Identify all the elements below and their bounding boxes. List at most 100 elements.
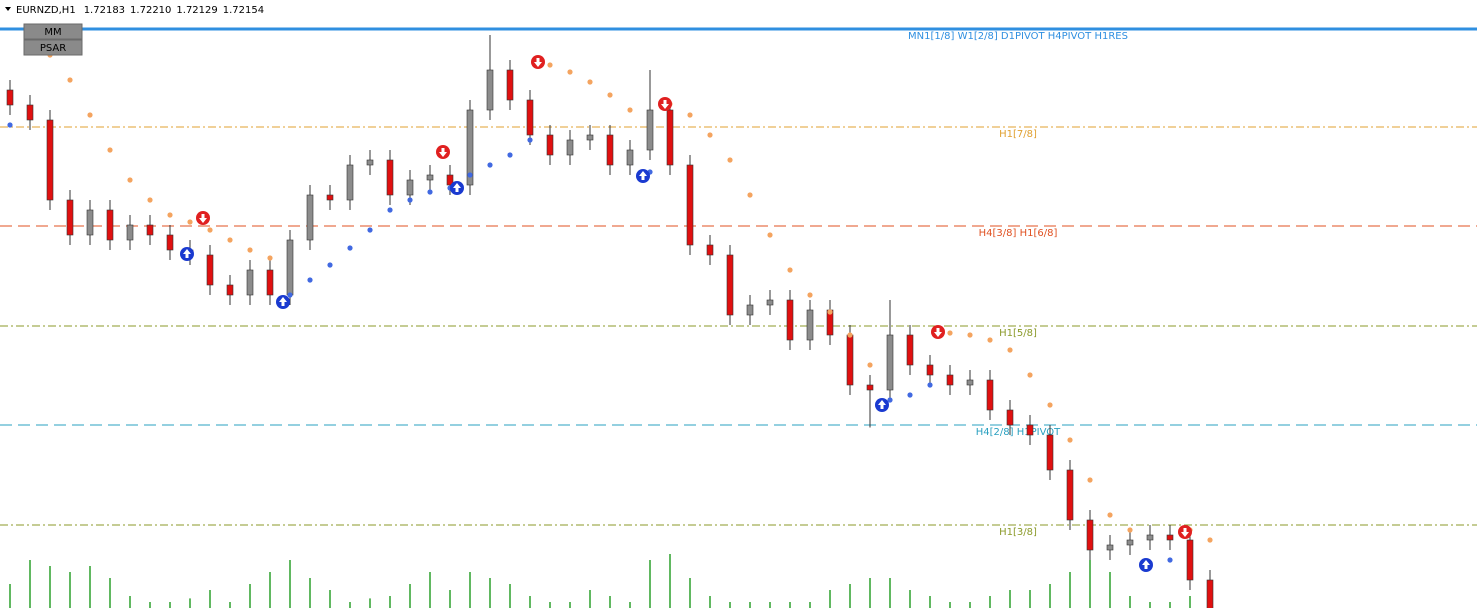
candle-body [1126,539,1134,546]
psar-dot [1087,477,1093,483]
signal-arrow [1181,528,1189,537]
signal-arrow [878,400,886,409]
level-label: H4[2/8] H1PIVOT [976,427,1061,438]
psar-dot [867,362,873,368]
candle-body [306,194,314,241]
psar-dot [727,157,733,163]
level-label: H1[7/8] [999,129,1037,140]
psar-dot [1207,537,1213,543]
psar-dot [627,107,633,113]
ohlc-value: 1.72154 [223,5,264,16]
signal-arrow [934,328,942,337]
psar-dot [67,77,73,83]
psar-dot [327,262,333,268]
signal-arrow [534,58,542,67]
indicator-button[interactable] [23,23,83,40]
indicator-button-label[interactable]: MM [44,27,61,38]
psar-dot [507,152,513,158]
candle-body [1066,469,1074,521]
psar-dot [1127,527,1133,533]
psar-dot [407,197,413,203]
candle-body [926,364,934,376]
candle-body [786,299,794,341]
psar-dot [467,172,473,178]
signal-arrow [199,214,207,223]
psar-dot [107,147,113,153]
psar-dot [1107,512,1113,518]
level-label: H4[3/8] H1[6/8] [979,228,1058,239]
psar-dot [247,247,253,253]
symbol-title: EURNZD,H1 [16,5,76,16]
menu-arrow [5,7,11,11]
volume [9,554,1211,608]
psar-dot [307,277,313,283]
candle-body [1106,544,1114,551]
candle-body [546,134,554,156]
ohlc-value: 1.72210 [130,5,171,16]
candle-body [486,69,494,111]
psar-dot [847,332,853,338]
candle-body [666,109,674,166]
psar-dot [747,192,753,198]
candle-body [1206,579,1214,608]
psar-dot [287,292,293,298]
candle-body [26,104,34,121]
signal-arrow [453,183,461,192]
candle-body [226,284,234,296]
candle-body [906,334,914,366]
candle-body [686,164,694,246]
candle-body [466,109,474,186]
psar-dot [947,330,953,336]
signal-arrow [183,249,191,258]
candle-body [846,334,854,386]
candle-body [726,254,734,316]
candle-body [106,209,114,241]
candle-body [346,164,354,201]
signal-arrow [661,100,669,109]
candle-body [126,224,134,241]
candle-body [626,149,634,166]
psar-dot [767,232,773,238]
psar-dot [527,137,533,143]
psar-dot [787,267,793,273]
candle-body [706,244,714,256]
psar-dot [227,237,233,243]
candle-body [566,139,574,156]
candle-body [86,209,94,236]
psar-dot [707,132,713,138]
psar-dot [1067,437,1073,443]
psar-dot [967,332,973,338]
signal-arrow [279,297,287,306]
indicator-button[interactable] [23,39,83,56]
psar-dot [87,112,93,118]
signal-arrow [1142,560,1150,569]
indicator-button-label[interactable]: PSAR [40,43,66,54]
signal-arrow [639,171,647,180]
psar-dot [267,255,273,261]
candle-body [1026,424,1034,436]
candle-body [146,224,154,236]
candle-body [406,179,414,196]
candle-body [766,299,774,306]
psar-dot [7,122,13,128]
candle-body [1086,519,1094,551]
psar-dot [907,392,913,398]
candle-body [1006,409,1014,426]
psar-dot [207,227,213,233]
buttons: MM PSAR [23,23,83,56]
candle-body [426,174,434,181]
candle-body [1166,534,1174,541]
psar-dot [347,245,353,251]
psar-dot [387,207,393,213]
candle-body [746,304,754,316]
candle-body [526,99,534,136]
candle-body [286,239,294,296]
psar-dot [987,337,993,343]
psar-dot [147,197,153,203]
candle-body [246,269,254,296]
candle-body [606,134,614,166]
psar-dot [587,79,593,85]
psar-dot [1027,372,1033,378]
candle-body [586,134,594,141]
